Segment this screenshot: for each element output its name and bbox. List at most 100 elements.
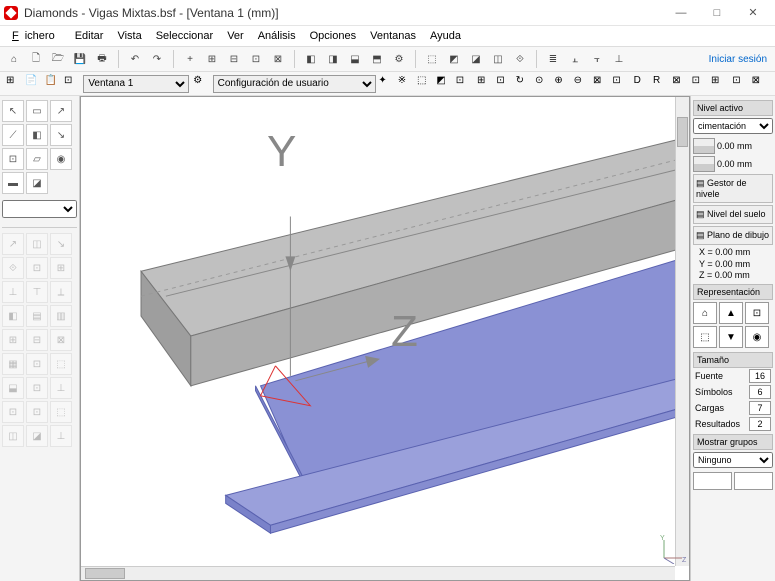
tool-btn[interactable]: ⟐ (2, 257, 24, 279)
scrollbar-horizontal[interactable] (81, 566, 675, 580)
menu-ayuda[interactable]: Ayuda (424, 28, 467, 44)
palette-btn[interactable] (734, 472, 773, 490)
menu-analisis[interactable]: Análisis (252, 28, 302, 44)
toolbar-btn-2[interactable]: 🗁 (48, 49, 68, 69)
toolbar-btn-1[interactable]: 🗋 (26, 49, 46, 69)
st-grp-2[interactable]: ⊠ (672, 75, 689, 93)
st-left-1[interactable]: 📄 (25, 75, 42, 93)
tool-btn[interactable]: ↘ (50, 233, 72, 255)
st-mid-0[interactable]: ⚙ (193, 75, 210, 93)
rep-btn[interactable]: ⊡ (745, 302, 769, 324)
toolbar-btn-4[interactable]: 🖶 (92, 49, 112, 69)
grupos-select[interactable]: Ninguno (693, 452, 773, 468)
tool-btn[interactable]: ⟂ (50, 281, 72, 303)
toolbar-btn-15[interactable]: ⬒ (367, 49, 387, 69)
st-view-3[interactable]: ⊙ (535, 75, 552, 93)
window-select[interactable]: Ventana 1 (83, 75, 189, 93)
tool-btn[interactable]: ▦ (2, 353, 24, 375)
rep-btn[interactable]: ▼ (719, 326, 743, 348)
tool-btn[interactable]: ⊥ (2, 281, 24, 303)
menu-ventanas[interactable]: Ventanas (364, 28, 422, 44)
tool-btn[interactable]: ⊥ (50, 377, 72, 399)
tool-btn[interactable]: ▥ (50, 305, 72, 327)
tool-btn[interactable]: ◪ (26, 172, 48, 194)
st-left-2[interactable]: 📋 (45, 75, 62, 93)
tool-btn[interactable]: ⊥ (50, 425, 72, 447)
toolbar-btn-23[interactable]: ⫠ (565, 49, 585, 69)
tool-btn[interactable]: ◪ (26, 425, 48, 447)
suelo-btn[interactable]: ▤ Nivel del suelo (693, 205, 773, 224)
minimize-button[interactable]: — (663, 1, 699, 25)
st-grp-0[interactable]: D (634, 75, 651, 93)
st-grp-3[interactable]: ⊡ (692, 75, 709, 93)
toolbar-btn-5[interactable]: ↶ (125, 49, 145, 69)
tool-btn[interactable]: ⊠ (50, 329, 72, 351)
st-view-0[interactable]: ⊞ (477, 75, 494, 93)
menu-seleccionar[interactable]: Seleccionar (150, 28, 219, 44)
menu-vista[interactable]: Vista (111, 28, 147, 44)
plano-btn[interactable]: ▤ Plano de dibujo (693, 226, 773, 245)
tool-btn[interactable]: ◧ (26, 124, 48, 146)
tool-btn[interactable]: ⬓ (2, 377, 24, 399)
st-grp-1[interactable]: R (653, 75, 670, 93)
palette-btn[interactable] (693, 472, 732, 490)
toolbar-btn-3[interactable]: 💾 (70, 49, 90, 69)
toolbar-btn-25[interactable]: ⊥ (609, 49, 629, 69)
tool-btn[interactable]: ◫ (2, 425, 24, 447)
st-view-4[interactable]: ⊕ (554, 75, 571, 93)
toolbar-btn-14[interactable]: ⬓ (345, 49, 365, 69)
st-end-1[interactable]: ⊠ (752, 75, 769, 93)
tool-btn[interactable]: ▤ (26, 305, 48, 327)
tool-btn[interactable]: ⊡ (26, 257, 48, 279)
toolbar-btn-10[interactable]: ⊡ (246, 49, 266, 69)
tool-btn[interactable]: ▭ (26, 100, 48, 122)
tool-btn[interactable]: ↗ (50, 100, 72, 122)
tool-btn[interactable]: ⊡ (2, 401, 24, 423)
st-right-3[interactable]: ◩ (436, 75, 453, 93)
tool-btn[interactable]: ◫ (26, 233, 48, 255)
toolbar-btn-24[interactable]: ⫟ (587, 49, 607, 69)
tool-btn[interactable]: ⬚ (50, 401, 72, 423)
st-view-5[interactable]: ⊖ (574, 75, 591, 93)
menu-opciones[interactable]: Opciones (304, 28, 362, 44)
toolbar-btn-20[interactable]: ◫ (488, 49, 508, 69)
st-right-2[interactable]: ⬚ (417, 75, 434, 93)
tool-btn[interactable]: ⊡ (2, 148, 24, 170)
tool-btn[interactable]: ⊞ (2, 329, 24, 351)
st-right-1[interactable]: ※ (398, 75, 415, 93)
tool-btn[interactable]: ◧ (2, 305, 24, 327)
tool-btn[interactable]: ⟋ (2, 124, 24, 146)
menu-editar[interactable]: Editar (69, 28, 110, 44)
size-input[interactable] (749, 385, 771, 399)
toolbar-btn-13[interactable]: ◨ (323, 49, 343, 69)
rep-btn[interactable]: ⌂ (693, 302, 717, 324)
toolbar-btn-7[interactable]: + (180, 49, 200, 69)
toolbar-btn-9[interactable]: ⊟ (224, 49, 244, 69)
maximize-button[interactable]: □ (699, 1, 735, 25)
rep-btn[interactable]: ⬚ (693, 326, 717, 348)
toolbar-btn-21[interactable]: ⟐ (510, 49, 530, 69)
viewport[interactable]: Y Z YZ (80, 96, 690, 581)
tool-select[interactable] (2, 200, 77, 218)
st-view-7[interactable]: ⊡ (612, 75, 629, 93)
st-view-2[interactable]: ↻ (516, 75, 533, 93)
size-input[interactable] (749, 369, 771, 383)
tool-btn[interactable]: ⊟ (26, 329, 48, 351)
nivel-select[interactable]: cimentación (693, 118, 773, 134)
tool-btn[interactable]: ⊡ (26, 401, 48, 423)
rep-btn[interactable]: ◉ (745, 326, 769, 348)
toolbar-btn-19[interactable]: ◪ (466, 49, 486, 69)
tool-btn[interactable]: ⊞ (50, 257, 72, 279)
login-link[interactable]: Iniciar sesión (709, 54, 771, 65)
tool-btn[interactable]: ↗ (2, 233, 24, 255)
tool-btn[interactable]: ⊡ (26, 353, 48, 375)
config-select[interactable]: Configuración de usuario (213, 75, 377, 93)
size-input[interactable] (749, 401, 771, 415)
gestor-btn[interactable]: ▤ Gestor de nivele (693, 174, 773, 203)
toolbar-btn-18[interactable]: ◩ (444, 49, 464, 69)
tool-btn[interactable]: ⬚ (50, 353, 72, 375)
tool-btn[interactable]: ⊤ (26, 281, 48, 303)
scrollbar-vertical[interactable] (675, 97, 689, 566)
toolbar-btn-16[interactable]: ⚙ (389, 49, 409, 69)
st-left-0[interactable]: ⊞ (6, 75, 23, 93)
